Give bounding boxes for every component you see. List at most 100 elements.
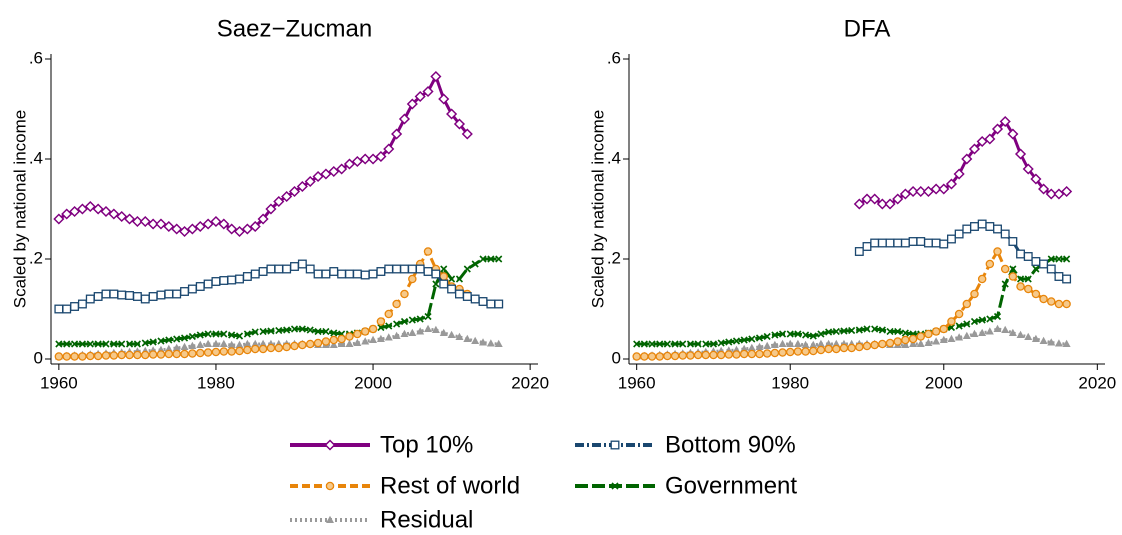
marker (78, 340, 86, 348)
marker (1023, 252, 1033, 261)
marker (1016, 282, 1025, 291)
marker (924, 338, 933, 346)
marker (739, 349, 749, 359)
marker (670, 351, 680, 361)
marker (1038, 183, 1050, 195)
marker (61, 208, 73, 220)
marker (53, 213, 65, 225)
marker (755, 334, 764, 342)
marker (251, 328, 259, 336)
marker (740, 344, 749, 352)
marker (156, 290, 166, 300)
x-tick-label: 1960 (618, 373, 656, 392)
marker (1062, 299, 1071, 309)
marker (156, 350, 166, 359)
marker (461, 128, 473, 140)
marker (1023, 284, 1033, 294)
marker (755, 342, 764, 350)
marker (1054, 272, 1064, 281)
marker (400, 264, 409, 274)
legend-marker (324, 439, 336, 451)
marker (640, 340, 648, 348)
y-tick-label: 0 (612, 348, 621, 367)
marker (786, 330, 794, 338)
marker (243, 339, 252, 347)
marker (916, 237, 926, 246)
marker (978, 328, 987, 336)
marker (149, 338, 157, 346)
y-tick-label: .4 (29, 148, 43, 167)
marker (1031, 334, 1040, 342)
marker (1024, 275, 1032, 283)
marker (220, 330, 228, 338)
marker (336, 163, 348, 175)
marker (709, 350, 718, 360)
marker (984, 133, 996, 145)
marker (961, 153, 973, 165)
marker (763, 341, 772, 349)
marker (118, 340, 126, 348)
marker (337, 269, 347, 279)
marker (282, 342, 291, 352)
marker (116, 210, 128, 223)
marker (909, 339, 918, 347)
marker (825, 328, 833, 336)
marker (320, 168, 332, 180)
marker (885, 338, 895, 348)
marker (430, 70, 442, 83)
marker (77, 299, 87, 309)
marker (478, 297, 488, 306)
marker (439, 328, 448, 336)
marker (455, 332, 464, 340)
marker (117, 290, 127, 300)
marker (747, 349, 757, 359)
marker (962, 331, 971, 339)
marker (901, 335, 910, 345)
legend-label: Residual (380, 506, 473, 533)
marker (839, 343, 849, 353)
x-tick-label: 2000 (354, 373, 392, 392)
marker (235, 332, 244, 340)
marker (1032, 265, 1040, 273)
marker (453, 118, 466, 130)
marker (414, 90, 426, 103)
marker (165, 336, 173, 344)
marker (755, 349, 764, 359)
marker (1000, 264, 1010, 274)
marker (930, 183, 942, 195)
marker (164, 344, 173, 352)
marker (494, 339, 503, 347)
marker (939, 239, 949, 249)
marker (455, 289, 464, 299)
marker (1047, 297, 1056, 306)
marker (954, 309, 964, 319)
marker (724, 350, 734, 359)
marker (375, 150, 387, 163)
marker (250, 269, 260, 279)
marker (970, 289, 979, 299)
marker (360, 327, 370, 336)
marker (62, 352, 71, 361)
chart-title: DFA (844, 15, 891, 42)
marker (139, 215, 151, 228)
marker (257, 213, 269, 225)
marker (861, 193, 873, 205)
marker (462, 292, 472, 301)
marker (495, 255, 503, 263)
marker (663, 351, 672, 361)
x-tick-label: 1980 (197, 373, 235, 392)
marker (408, 274, 417, 284)
marker (1045, 188, 1057, 200)
marker (226, 223, 238, 235)
marker (141, 339, 149, 347)
marker (832, 344, 841, 354)
marker (486, 339, 495, 347)
marker (732, 350, 741, 359)
marker (313, 338, 323, 348)
marker (125, 291, 134, 300)
marker (876, 198, 888, 210)
marker (962, 224, 972, 234)
marker (211, 339, 220, 347)
marker (1007, 128, 1019, 140)
